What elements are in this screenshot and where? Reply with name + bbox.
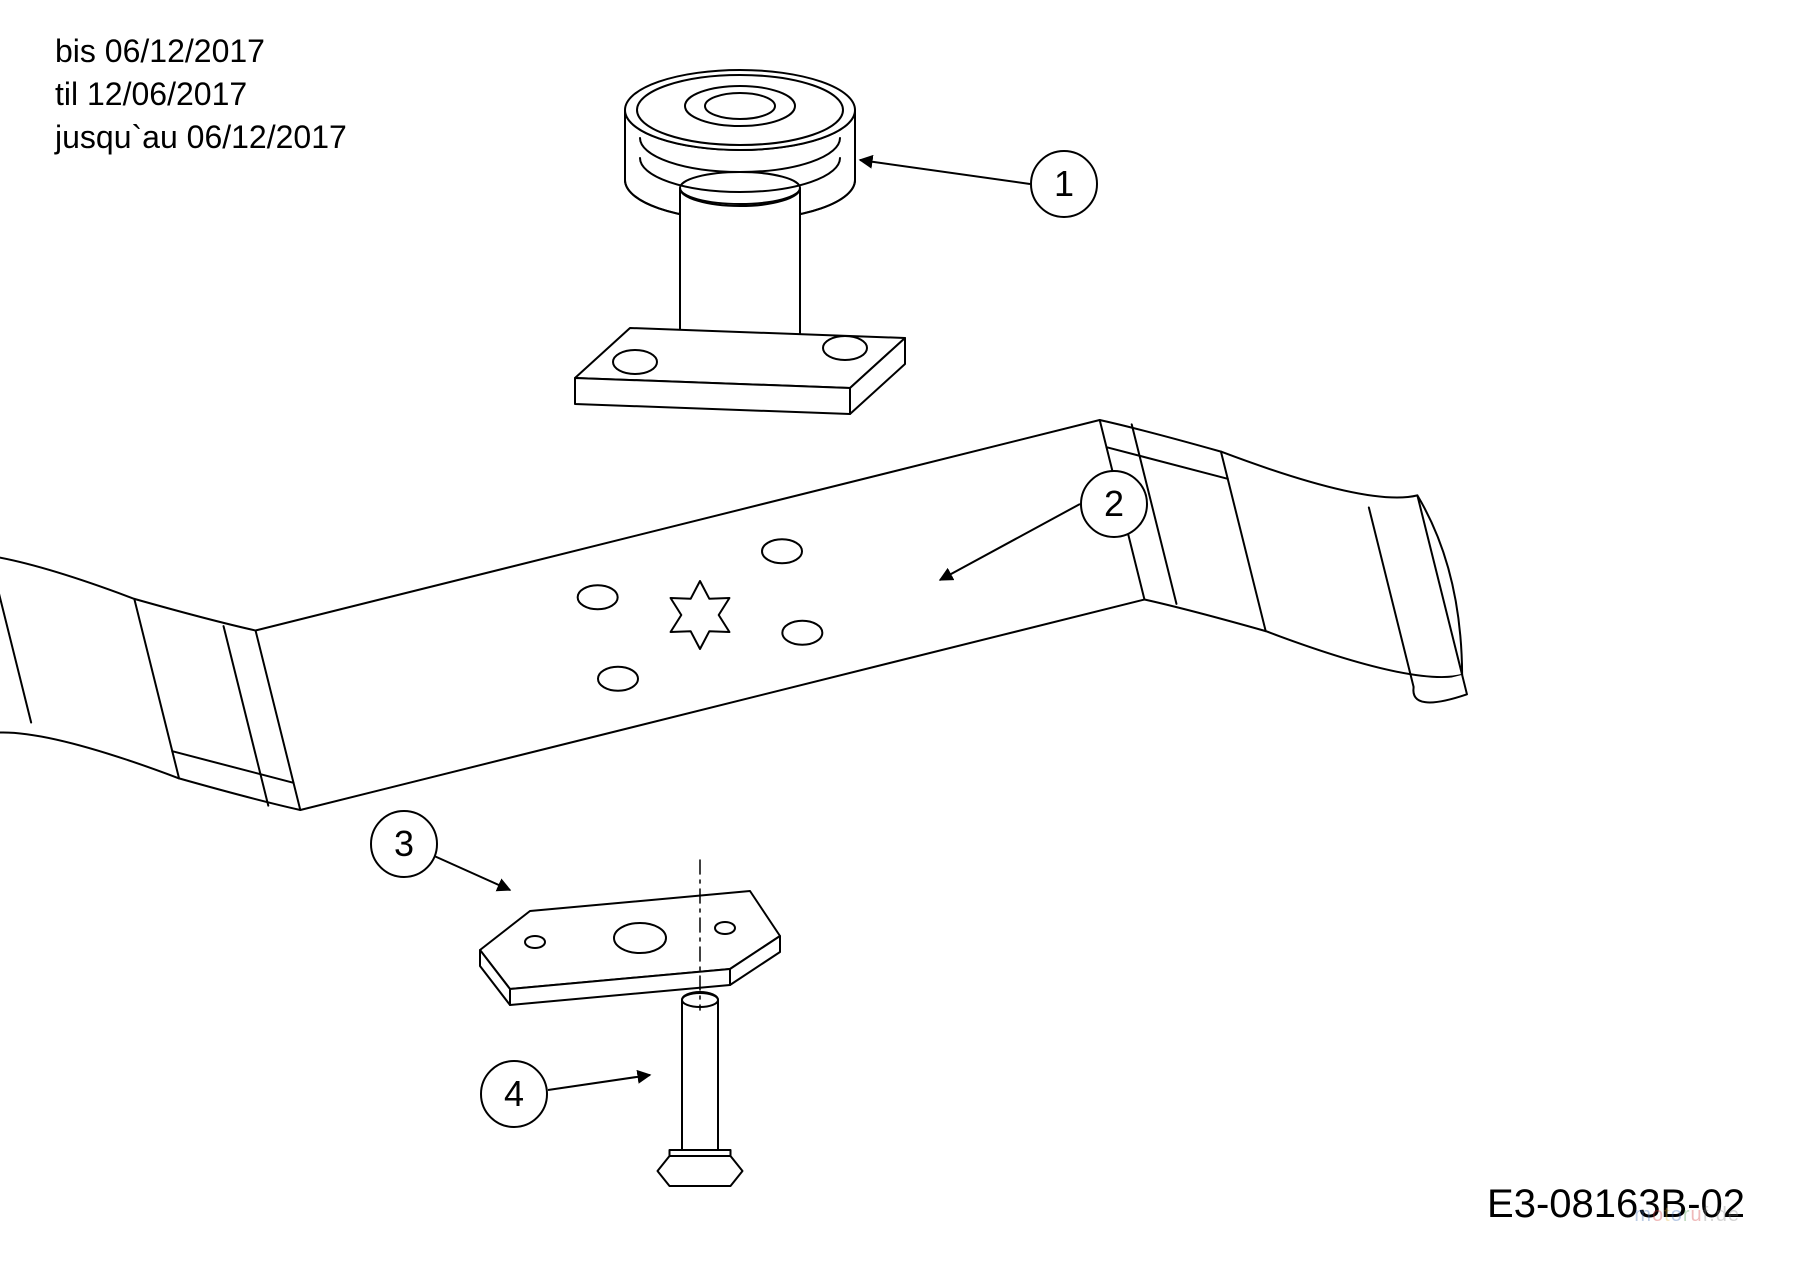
callout-1: 1 <box>1030 150 1098 218</box>
callout-2-label: 2 <box>1104 483 1124 525</box>
callout-3: 3 <box>370 810 438 878</box>
watermark: motoruf.de <box>1634 1204 1740 1227</box>
callout-3-label: 3 <box>394 823 414 865</box>
parts-diagram <box>0 0 1800 1272</box>
callout-4-label: 4 <box>504 1073 524 1115</box>
callout-2: 2 <box>1080 470 1148 538</box>
callout-4: 4 <box>480 1060 548 1128</box>
callout-1-label: 1 <box>1054 163 1074 205</box>
